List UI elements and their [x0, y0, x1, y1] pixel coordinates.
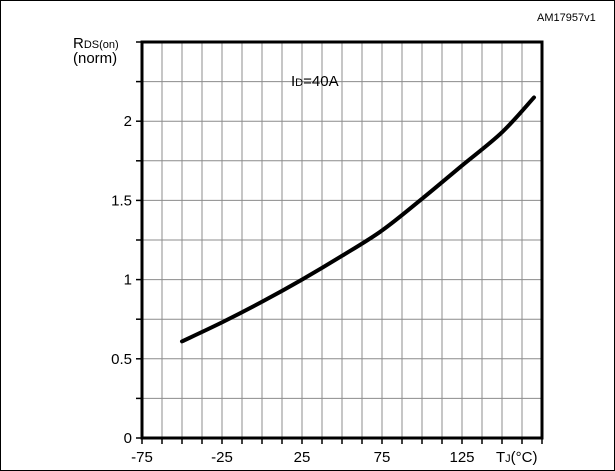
- x-tick-label: -25: [211, 449, 233, 466]
- annotation-label: ID=40A: [291, 73, 339, 90]
- y-tick-labels: 0 0.5 1 1.5 2: [111, 113, 132, 447]
- x-tick-label: 25: [294, 449, 311, 466]
- x-tick-label: -75: [131, 449, 153, 466]
- y-tick-label: 0: [124, 430, 132, 447]
- y-axis-label-line2: (norm): [73, 50, 117, 67]
- grid: [142, 42, 542, 438]
- x-tick-label: 125: [449, 449, 474, 466]
- y-tick-label: 1: [124, 272, 132, 289]
- x-tick-labels: -75 -25 25 75 125: [131, 449, 474, 466]
- x-axis-label: TJ(°C): [496, 449, 538, 466]
- tick-marks: [136, 41, 543, 444]
- figure-id: AM17957v1: [537, 12, 596, 24]
- y-tick-label: 0.5: [111, 351, 132, 368]
- x-tick-label: 75: [374, 449, 391, 466]
- y-tick-label: 1.5: [111, 192, 132, 209]
- y-axis-label: RDS(on): [73, 35, 119, 52]
- series-line: [180, 95, 536, 344]
- y-tick-label: 2: [124, 113, 132, 130]
